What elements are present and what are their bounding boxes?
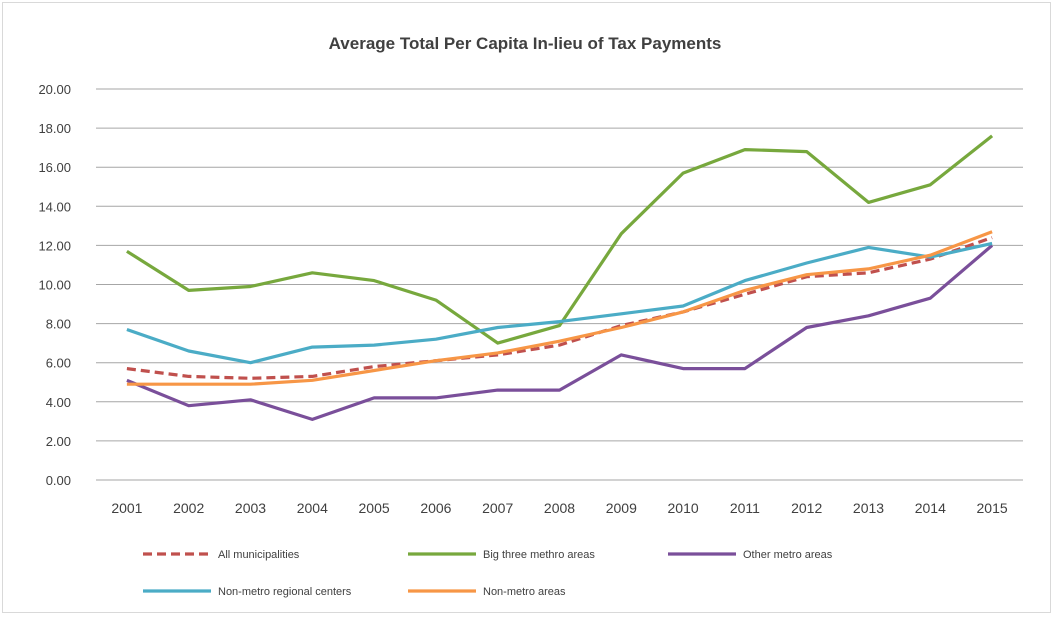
series-line-1 — [126, 134, 994, 345]
grid-layer — [96, 88, 1023, 481]
x-tick-label: 2014 — [915, 500, 946, 516]
series-line-4 — [126, 230, 993, 386]
x-tick-label: 2013 — [853, 500, 884, 516]
x-tick-label: 2005 — [359, 500, 390, 516]
x-tick-label: 2004 — [297, 500, 328, 516]
y-tick-label: 2.00 — [46, 434, 71, 449]
legend-item: All municipalities — [143, 549, 300, 561]
x-tick-label: 2015 — [977, 500, 1008, 516]
x-tick-label: 2008 — [544, 500, 575, 516]
legend-item: Non-metro areas — [408, 586, 566, 598]
legend-label: All municipalities — [218, 549, 300, 561]
legend-item: Other metro areas — [668, 549, 833, 561]
x-tick-label: 2012 — [791, 500, 822, 516]
x-tick-label: 2010 — [668, 500, 699, 516]
legend-item: Non-metro regional centers — [143, 586, 352, 598]
y-tick-label: 8.00 — [46, 317, 71, 332]
legend-item: Big three methro areas — [408, 549, 595, 561]
y-tick-label: 0.00 — [46, 473, 71, 488]
x-tick-label: 2011 — [730, 500, 760, 516]
legend-label: Big three methro areas — [483, 549, 595, 561]
series-layer — [126, 134, 994, 421]
chart-title: Average Total Per Capita In-lieu of Tax … — [329, 34, 722, 53]
y-tick-label: 10.00 — [38, 278, 71, 293]
y-tick-label: 18.00 — [38, 121, 71, 136]
y-axis-ticks: 0.00 2.00 4.00 6.00 8.00 10.00 12.00 14.00 16.00… — [38, 82, 71, 488]
x-axis-ticks: 2001 2002 2003 2004 2005 2006 2007 2008 2009 2010… — [111, 500, 1008, 516]
x-tick-label: 2009 — [606, 500, 637, 516]
y-tick-label: 6.00 — [46, 356, 71, 371]
legend-label: Non-metro regional centers — [218, 586, 352, 598]
legend-label: Non-metro areas — [483, 586, 566, 598]
series-line-2 — [126, 244, 994, 421]
x-tick-label: 2001 — [111, 500, 142, 516]
x-tick-label: 2006 — [420, 500, 451, 516]
y-tick-label: 16.00 — [38, 160, 71, 175]
x-tick-label: 2002 — [173, 500, 204, 516]
legend: All municipalities Big three methro areas… — [143, 549, 833, 598]
x-tick-label: 2007 — [482, 500, 513, 516]
line-chart: Average Total Per Capita In-lieu of Tax … — [38, 34, 1023, 598]
series-line-3 — [126, 241, 993, 365]
x-tick-label: 2003 — [235, 500, 266, 516]
legend-label: Other metro areas — [743, 549, 833, 561]
series-line-0 — [126, 236, 993, 380]
y-tick-label: 4.00 — [46, 395, 71, 410]
y-tick-label: 14.00 — [38, 199, 71, 214]
y-tick-label: 20.00 — [38, 82, 71, 97]
y-tick-label: 12.00 — [38, 238, 71, 253]
